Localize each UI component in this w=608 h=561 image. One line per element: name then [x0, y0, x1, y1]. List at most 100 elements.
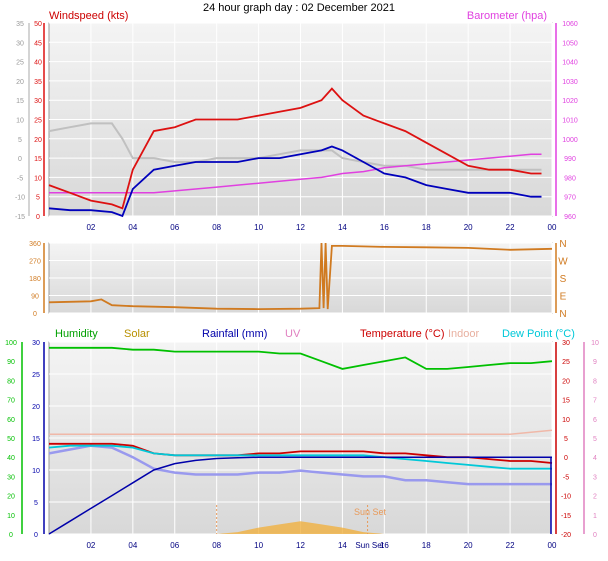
- rainfall-tick-label: 5: [34, 500, 38, 507]
- x-tick-label: 04: [128, 223, 137, 232]
- x-tick-label: 12: [296, 223, 305, 232]
- outer-tick-label: 5: [18, 137, 22, 144]
- indoor-line: [49, 429, 553, 435]
- humidity-tick-label: 0: [9, 532, 13, 539]
- compass-letter: S: [560, 274, 567, 285]
- legend-humidity: Humidity: [55, 328, 98, 340]
- humidity-tick-label: 60: [7, 417, 15, 424]
- x-tick-label: 16: [380, 223, 389, 232]
- temperature-tick-label: -5: [563, 474, 569, 481]
- barometer-tick-label: 1050: [562, 40, 578, 47]
- x-tick-label: 06: [170, 541, 179, 550]
- temperature-tick-label: 0: [564, 455, 568, 462]
- x-tick-label: 20: [464, 223, 473, 232]
- windspeed-tick-label: 50: [34, 21, 42, 28]
- outer-tick-label: 30: [16, 40, 24, 47]
- windspeed-tick-label: 0: [36, 214, 40, 221]
- x-tick-label: 22: [506, 223, 515, 232]
- temperature-tick-label: -10: [561, 494, 571, 501]
- humidity-tick-label: 20: [7, 494, 15, 501]
- windspeed-tick-label: 25: [34, 118, 42, 125]
- uv-tick-label: 5: [593, 436, 597, 443]
- x-tick-label: 08: [212, 223, 221, 232]
- chart-title: 24 hour graph day : 02 December 2021: [203, 2, 395, 14]
- windspeed-tick-label: 30: [34, 98, 42, 105]
- humidity-tick-label: 10: [7, 513, 15, 520]
- legend-rainfall: Rainfall (mm): [202, 328, 267, 340]
- x-tick-label: 06: [170, 223, 179, 232]
- compass-letter: N: [559, 239, 566, 250]
- barometer-tick-label: 960: [564, 214, 576, 221]
- direction-panel-series: [48, 242, 553, 311]
- solar-area: [49, 521, 552, 534]
- legend-uv: UV: [285, 328, 301, 340]
- windspeed-tick-label: 40: [34, 60, 42, 67]
- rainfall-tick-label: 30: [32, 340, 40, 347]
- wind-average-line: [48, 145, 542, 218]
- barometer-tick-label: 980: [564, 175, 576, 182]
- barometer-axis-label: Barometer (hpa): [467, 10, 547, 22]
- barometer-tick-label: 1000: [562, 137, 578, 144]
- rainfall-tick-label: 25: [32, 372, 40, 379]
- barometer-tick-label: 1040: [562, 60, 578, 67]
- outer-tick-label: -15: [15, 214, 25, 221]
- humidity-tick-label: 40: [7, 455, 15, 462]
- wind-panel-axes: -15 -10 -5 0 5 10 15 20 25 30 35 0 5 10 15 20 25 30 35 40 45…: [15, 21, 578, 221]
- uv-tick-label: 6: [593, 417, 597, 424]
- outer-tick-label: 0: [18, 156, 22, 163]
- x-tick-label: 14: [338, 541, 347, 550]
- x-tick-label: 10: [254, 223, 263, 232]
- rainfall-tick-label: 15: [32, 436, 40, 443]
- barometer-tick-label: 1010: [562, 118, 578, 125]
- temperature-tick-label: 10: [562, 417, 570, 424]
- direction-tick-label: 270: [29, 259, 41, 266]
- humidity-tick-label: 90: [7, 359, 15, 366]
- humidity-tick-label: 70: [7, 398, 15, 405]
- direction-tick-label: 360: [29, 241, 41, 248]
- x-tick-label: 08: [212, 541, 221, 550]
- rainfall-tick-label: 10: [32, 468, 40, 475]
- barometer-tick-label: 970: [564, 195, 576, 202]
- uv-tick-label: 1: [593, 513, 597, 520]
- windspeed-tick-label: 20: [34, 137, 42, 144]
- apparent-temperature-line: [48, 444, 552, 486]
- barometer-tick-label: 1060: [562, 21, 578, 28]
- outer-tick-label: 15: [16, 98, 24, 105]
- legend-solar: Solar: [124, 328, 150, 340]
- sun-set-label: Sun Set: [354, 507, 387, 517]
- x-tick-label: 14: [338, 223, 347, 232]
- dewpoint-line: [48, 444, 552, 470]
- windspeed-line: [48, 87, 542, 210]
- x-tick-label: 18: [422, 541, 431, 550]
- humidity-tick-label: 80: [7, 378, 15, 385]
- rainfall-tick-label: 0: [34, 532, 38, 539]
- direction-tick-label: 180: [29, 276, 41, 283]
- uv-tick-label: 10: [591, 340, 599, 347]
- conditions-panel-axes: 0102030405060708090100051015202530-20-15…: [5, 340, 599, 550]
- uv-tick-label: 2: [593, 494, 597, 501]
- temperature-tick-label: -20: [561, 532, 571, 539]
- temperature-tick-label: 25: [562, 359, 570, 366]
- temperature-tick-label: 30: [562, 340, 570, 347]
- x-tick-label: 20: [464, 541, 473, 550]
- x-tick-label: 00: [548, 223, 557, 232]
- windspeed-tick-label: 10: [34, 175, 42, 182]
- windspeed-tick-label: 15: [34, 156, 42, 163]
- x-tick-label: 02: [86, 223, 95, 232]
- windspeed-axis-label: Windspeed (kts): [49, 10, 128, 22]
- compass-letter: W: [558, 257, 568, 268]
- uv-tick-label: 3: [593, 474, 597, 481]
- outer-tick-label: -5: [17, 175, 23, 182]
- compass-letter: E: [560, 292, 567, 303]
- temperature-tick-label: 20: [562, 378, 570, 385]
- uv-tick-label: 9: [593, 359, 597, 366]
- legend-indoor: Indoor: [448, 328, 480, 340]
- outer-tick-label: 35: [16, 21, 24, 28]
- legend-dewpoint: Dew Point (°C): [502, 328, 575, 340]
- outer-tick-label: 25: [16, 60, 24, 67]
- windspeed-tick-label: 35: [34, 79, 42, 86]
- barometer-tick-label: 1030: [562, 79, 578, 86]
- compass-letter: N: [559, 309, 566, 320]
